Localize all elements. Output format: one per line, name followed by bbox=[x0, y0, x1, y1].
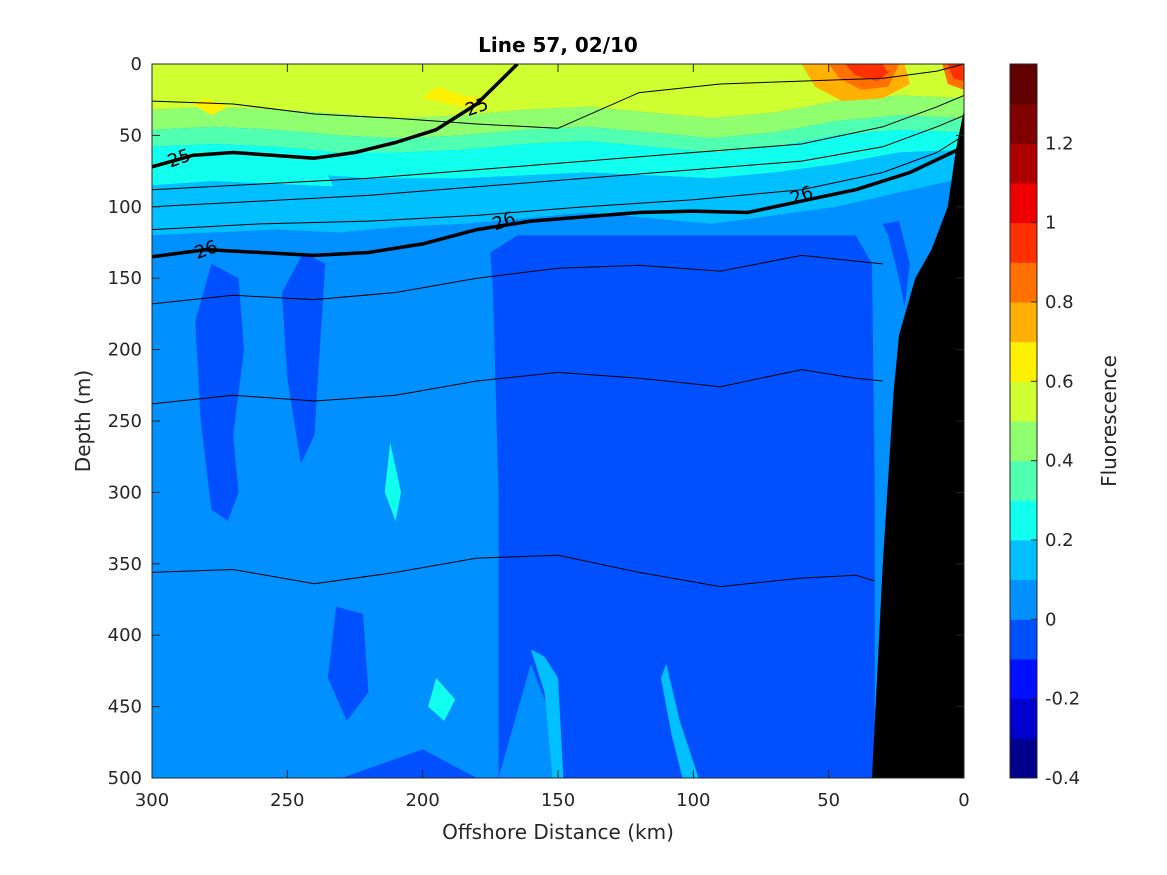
contour-line-3 bbox=[152, 94, 964, 191]
y-tick-label: 200 bbox=[108, 340, 142, 361]
x-tick-label: 50 bbox=[817, 790, 840, 811]
colorbar: -0.4 -0.2 0 0.2 0.4 0.6 0.8 1 1.2 bbox=[1009, 63, 1080, 789]
contour-line-6 bbox=[152, 254, 883, 305]
y-tick-label: 150 bbox=[108, 268, 142, 289]
y-tick-label: 450 bbox=[108, 697, 142, 718]
x-tick-label: 200 bbox=[405, 790, 439, 811]
contour-line-2 bbox=[152, 64, 964, 129]
y-tick-label: 350 bbox=[108, 554, 142, 575]
band-4 bbox=[152, 149, 964, 236]
colorbar-frame bbox=[1009, 63, 1038, 779]
colorbar-tick-label: 1 bbox=[1045, 213, 1056, 234]
colorbar-tick-label: 0 bbox=[1045, 609, 1056, 630]
x-axis: 300 250 200 150 100 50 0 bbox=[135, 64, 970, 811]
band-3 bbox=[152, 129, 964, 187]
density-contours bbox=[152, 64, 964, 588]
contour-line-1 bbox=[152, 145, 964, 259]
x-axis-label: Offshore Distance (km) bbox=[442, 820, 674, 844]
patch-15 bbox=[428, 678, 456, 721]
colorbar-swatch bbox=[1010, 460, 1037, 501]
colorbar-swatch bbox=[1010, 302, 1037, 343]
x-tick-label: 0 bbox=[958, 790, 969, 811]
patch-12 bbox=[530, 649, 564, 778]
y-tick-label: 500 bbox=[108, 768, 142, 789]
contour-line-7 bbox=[152, 369, 883, 405]
colorbar-swatch bbox=[1010, 222, 1037, 263]
colorbar-swatch bbox=[1010, 381, 1037, 422]
chart-title: Line 57, 02/10 bbox=[478, 33, 638, 57]
colorbar-tick-label: 0.4 bbox=[1045, 451, 1074, 472]
band-1 bbox=[152, 95, 964, 139]
y-axis: 0 50 100 150 200 250 300 350 400 450 500 bbox=[108, 54, 964, 789]
colorbar-swatch bbox=[1010, 500, 1037, 541]
colorbar-swatch bbox=[1010, 143, 1037, 184]
y-tick-label: 0 bbox=[131, 54, 142, 75]
patch-13 bbox=[660, 663, 699, 778]
patch-6 bbox=[947, 64, 964, 82]
contour-line-5 bbox=[152, 134, 964, 231]
y-tick-label: 400 bbox=[108, 625, 142, 646]
patch-9 bbox=[195, 263, 244, 521]
y-tick-label: 250 bbox=[108, 411, 142, 432]
band-2 bbox=[152, 115, 964, 153]
colorbar-swatch bbox=[1010, 103, 1037, 144]
y-axis-label: Depth (m) bbox=[71, 370, 95, 472]
patch-0 bbox=[422, 86, 491, 107]
patch-4 bbox=[844, 64, 889, 82]
y-tick-label: 100 bbox=[108, 197, 142, 218]
colorbar-label: Fluorescence bbox=[1097, 355, 1121, 487]
seafloor-bathymetry bbox=[872, 109, 964, 778]
patch-8 bbox=[882, 221, 910, 307]
colorbar-tick-label: 1.2 bbox=[1045, 133, 1074, 154]
colorbar-swatch bbox=[1010, 262, 1037, 303]
colorbar-swatch bbox=[1010, 183, 1037, 224]
colorbar-swatch bbox=[1010, 421, 1037, 462]
patch-14 bbox=[327, 606, 369, 721]
colorbar-swatch bbox=[1010, 698, 1037, 739]
y-tick-label: 300 bbox=[108, 482, 142, 503]
contour-line-8 bbox=[152, 554, 875, 588]
colorbar-swatch bbox=[1010, 659, 1037, 700]
contour-line-4 bbox=[152, 114, 964, 208]
contour-line-0 bbox=[152, 64, 519, 169]
patch-7 bbox=[327, 175, 504, 224]
x-tick-label: 100 bbox=[676, 790, 710, 811]
colorbar-swatch bbox=[1010, 341, 1037, 382]
colorbar-swatch bbox=[1010, 64, 1037, 105]
colorbar-tick-label: -0.2 bbox=[1045, 689, 1080, 710]
patch-11 bbox=[490, 235, 875, 778]
x-tick-label: 300 bbox=[135, 790, 169, 811]
colorbar-swatch bbox=[1010, 579, 1037, 620]
colorbar-swatch bbox=[1010, 540, 1037, 581]
y-tick-label: 50 bbox=[119, 125, 142, 146]
colorbar-tick-label: 0.6 bbox=[1045, 371, 1074, 392]
colorbar-tick-label: 0.8 bbox=[1045, 292, 1074, 313]
colorbar-swatch bbox=[1010, 619, 1037, 660]
patch-10 bbox=[281, 252, 326, 464]
fluorescence-patches bbox=[192, 64, 964, 778]
patch-16 bbox=[384, 442, 401, 521]
x-tick-label: 150 bbox=[541, 790, 575, 811]
colorbar-swatch bbox=[1010, 738, 1037, 779]
x-tick-label: 250 bbox=[270, 790, 304, 811]
colorbar-tick-label: 0.2 bbox=[1045, 530, 1074, 551]
colorbar-tick-label: -0.4 bbox=[1045, 768, 1080, 789]
band-0 bbox=[152, 64, 964, 119]
patch-17 bbox=[341, 749, 477, 778]
